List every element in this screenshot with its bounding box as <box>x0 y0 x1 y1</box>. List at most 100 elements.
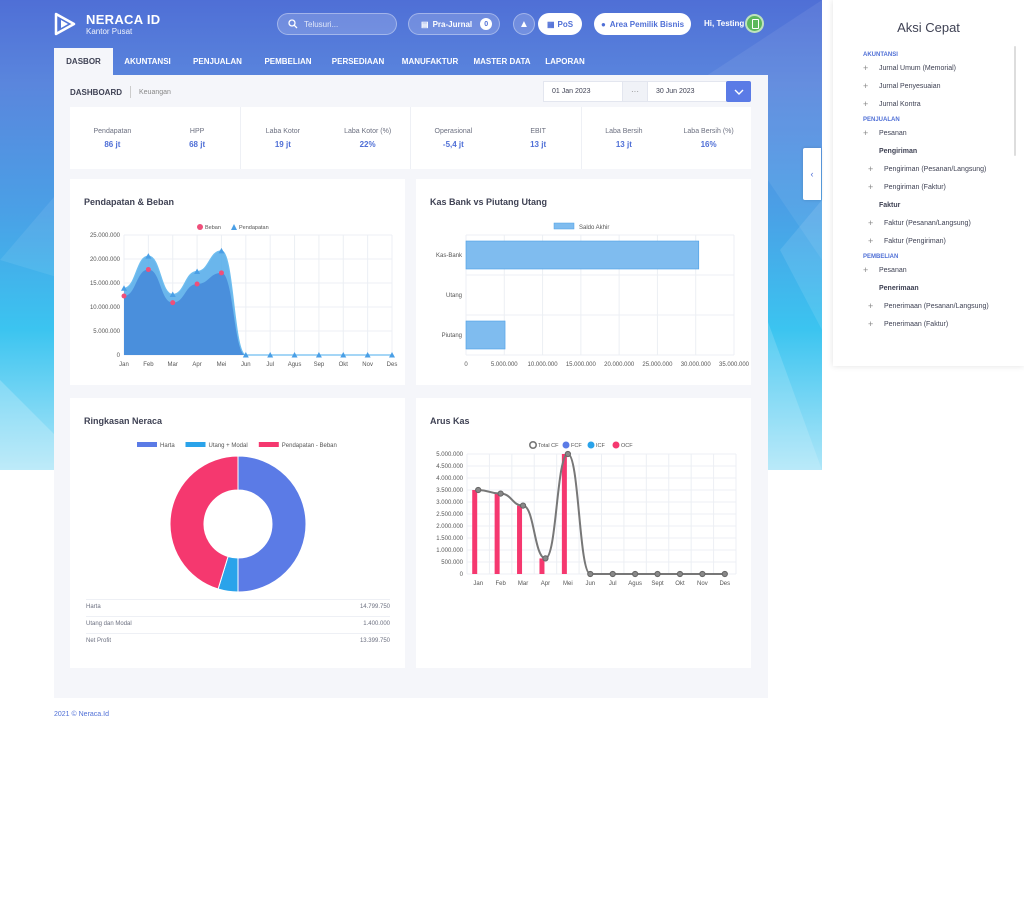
y-tick-label: 500.000 <box>441 560 463 566</box>
panel-item-label: Penerimaan (Faktur) <box>884 320 949 328</box>
plus-icon: + <box>863 265 869 275</box>
legend-label: Pendapatan <box>239 225 269 231</box>
stat-group: Operasional -5,4 jt EBIT 13 jt <box>411 107 582 169</box>
panel-action-item[interactable]: + Jurnal Umum (Memorial) <box>833 59 1014 77</box>
panel-action-item[interactable]: + Pengiriman (Faktur) <box>833 178 1014 196</box>
brand-logo[interactable]: NERACA ID Kantor Pusat <box>54 12 160 36</box>
panel-action-item[interactable]: + Faktur (Pengiriman) <box>833 232 1014 250</box>
point-beban <box>121 293 127 299</box>
stat-value: 16% <box>700 139 717 149</box>
point-beban <box>145 267 151 273</box>
tab-manufaktur[interactable]: MANUFAKTUR <box>401 57 459 66</box>
y-tick-label: 3.500.000 <box>436 488 463 494</box>
tab-master-data[interactable]: MASTER DATA <box>473 57 531 66</box>
y-tick-label: Kas-Bank <box>436 253 463 259</box>
legend-marker <box>258 442 279 447</box>
stat-value: 19 jt <box>274 139 291 149</box>
panel-section-header: PENJUALAN <box>833 113 1014 124</box>
date-range-dropdown-button[interactable] <box>726 81 751 102</box>
plus-icon: + <box>863 99 869 109</box>
prajurnal-button[interactable]: ▤ Pra-Jurnal 0 <box>408 13 500 35</box>
y-tick-label: 0 <box>460 572 464 578</box>
avatar[interactable] <box>745 14 764 33</box>
y-tick-label: Piutang <box>442 333 462 339</box>
tab-laporan[interactable]: LAPORAN <box>545 57 585 66</box>
stat-item: EBIT 13 jt <box>496 128 581 149</box>
panel-item-label: Jurnal Kontra <box>879 100 921 108</box>
x-tick-label: Sep <box>314 362 325 368</box>
footer-text[interactable]: 2021 © Neraca.Id <box>54 711 109 718</box>
y-tick-label: 20.000.000 <box>90 257 121 263</box>
brand-name: NERACA ID <box>86 12 161 27</box>
x-tick-label: Agus <box>288 362 302 368</box>
plus-icon: + <box>868 236 874 246</box>
plus-icon: + <box>863 128 869 138</box>
quick-actions-list: AKUNTANSI + Jurnal Umum (Memorial) + Jurnal … <box>833 48 1014 364</box>
date-from-input[interactable]: 01 Jan 2023 <box>543 81 623 102</box>
point-pendapatan <box>389 352 395 358</box>
stat-label: Laba Bersih <box>605 127 643 135</box>
panel-action-item[interactable]: + Penerimaan (Pesanan/Langsung) <box>833 297 1014 315</box>
panel-action-item[interactable]: + Pesanan <box>833 124 1014 142</box>
point-total-cf <box>654 570 661 578</box>
panel-item-label: Faktur <box>879 201 901 209</box>
x-tick-label: Mei <box>217 362 227 368</box>
x-tick-label: Jan <box>119 362 129 368</box>
user-greeting[interactable]: Hi, Testing <box>704 19 745 28</box>
toggle-panel-button[interactable]: ‹ <box>803 148 821 200</box>
panel-item-label: PENJUALAN <box>863 117 900 123</box>
tab-pembelian[interactable]: PEMBELIAN <box>264 57 312 66</box>
x-tick-label: Nov <box>697 581 708 587</box>
panel-action-item[interactable]: + Pengiriman (Pesanan/Langsung) <box>833 160 1014 178</box>
panel-item-label: PEMBELIAN <box>863 254 899 260</box>
card-title: Kas Bank vs Piutang Utang <box>430 197 548 207</box>
tab-dasbor[interactable]: DASBOR <box>54 48 113 75</box>
panel-item-label: Jurnal Umum (Memorial) <box>879 64 957 72</box>
x-tick-label: Jun <box>585 581 595 587</box>
pos-button[interactable]: ▦ PoS <box>538 13 582 35</box>
prajurnal-label: Pra-Jurnal <box>432 19 473 29</box>
legend-label: OCF <box>621 443 633 449</box>
point-total-cf <box>587 570 594 578</box>
prajurnal-count-badge: 0 <box>480 18 493 30</box>
neraca-label: Harta <box>86 604 101 610</box>
legend-label: Utang + Modal <box>209 443 248 449</box>
tab-akuntansi[interactable]: AKUNTANSI <box>124 57 171 66</box>
search-icon <box>288 19 298 29</box>
legend-marker <box>137 442 157 447</box>
panel-action-item[interactable]: + Jurnal Penyesuaian <box>833 77 1014 95</box>
neraca-label: Net Profit <box>86 638 112 644</box>
drive-button[interactable]: ▲ <box>513 13 535 35</box>
search-input[interactable] <box>304 19 384 29</box>
stat-group: Laba Kotor 19 jt Laba Kotor (%) 22% <box>241 107 411 169</box>
tab-persediaan[interactable]: PERSEDIAAN <box>331 57 385 66</box>
legend-label: Pendapatan - Beban <box>282 443 337 449</box>
panel-action-item[interactable]: + Pesanan <box>833 261 1014 279</box>
panel-subheader: Pengiriman <box>833 142 1014 160</box>
stat-item: HPP 68 jt <box>155 128 240 149</box>
ringkasan-neraca-chart: Harta Utang + Modal Pendapatan - Beban <box>137 442 337 593</box>
card-title: Ringkasan Neraca <box>84 416 163 426</box>
plus-icon: + <box>868 182 874 192</box>
point-total-cf <box>609 570 616 578</box>
y-tick-label: 4.500.000 <box>436 464 463 470</box>
neraca-row-utang-modal: Utang dan Modal 1.400.000 <box>86 616 390 627</box>
panel-action-item[interactable]: + Faktur (Pesanan/Langsung) <box>833 214 1014 232</box>
legend-label: FCF <box>571 443 582 449</box>
tab-penjualan[interactable]: PENJUALAN <box>193 57 242 66</box>
owner-area-button[interactable]: ● Area Pemilik Bisnis <box>594 13 691 35</box>
panel-scrollbar[interactable] <box>1014 46 1016 156</box>
stat-item: Pendapatan 86 jt <box>70 128 155 149</box>
x-tick-label: Feb <box>143 362 154 368</box>
neraca-value: 13.399.750 <box>359 638 390 644</box>
x-tick-label: Jun <box>241 362 251 368</box>
divider <box>130 86 131 98</box>
panel-action-item[interactable]: + Penerimaan (Faktur) <box>833 315 1014 333</box>
x-tick-label: Okt <box>675 581 685 587</box>
date-to-input[interactable]: 30 Jun 2023 <box>647 81 727 102</box>
search-box[interactable] <box>277 13 397 35</box>
legend-marker <box>197 224 203 230</box>
x-tick-label: Agus <box>628 581 642 587</box>
panel-action-item[interactable]: + Jurnal Kontra <box>833 95 1014 113</box>
panel-item-label: Faktur (Pengiriman) <box>884 237 946 245</box>
